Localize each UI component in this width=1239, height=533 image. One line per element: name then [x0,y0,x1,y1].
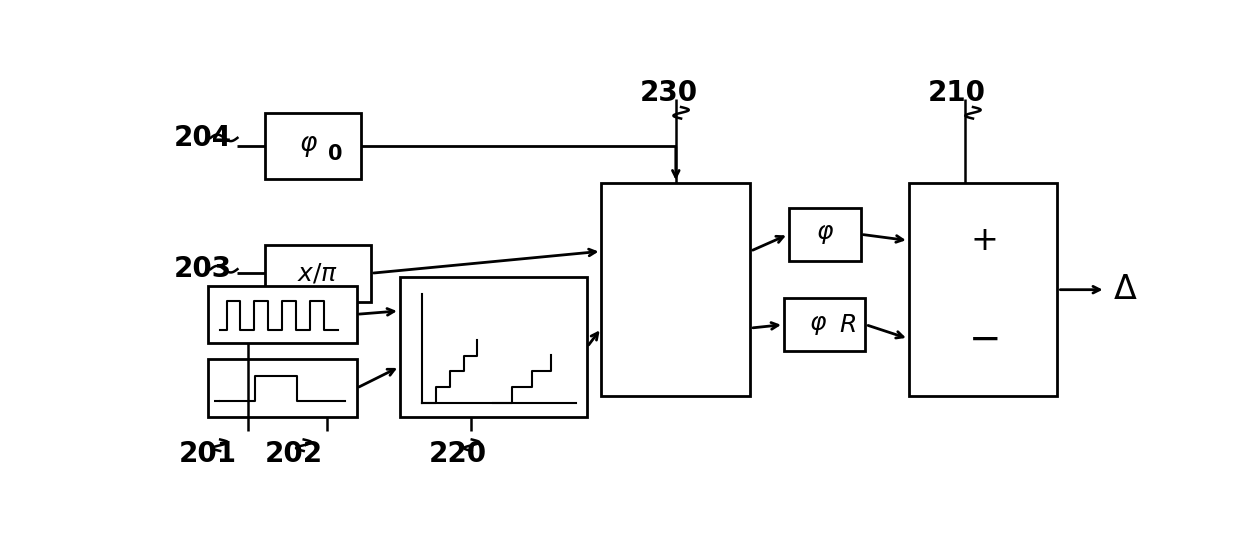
Text: 230: 230 [639,79,698,107]
Bar [908,183,1058,397]
Text: 201: 201 [178,440,237,468]
Bar [265,245,370,302]
Text: 210: 210 [928,79,986,107]
Text: 220: 220 [429,440,487,468]
Text: 202: 202 [265,440,323,468]
Bar [208,359,357,417]
Text: $+$: $+$ [970,224,996,257]
Bar [601,183,751,397]
Text: $\Delta$: $\Delta$ [1113,273,1137,306]
Text: 204: 204 [173,124,232,152]
Text: $-$: $-$ [968,320,999,358]
Text: $x/\pi$: $x/\pi$ [297,261,338,285]
Bar [789,207,861,261]
Text: $\varphi$: $\varphi$ [809,312,828,336]
Text: $R$: $R$ [839,312,856,336]
Text: 203: 203 [173,255,232,283]
Text: $\mathbf{0}$: $\mathbf{0}$ [327,144,342,164]
Text: $\varphi$: $\varphi$ [815,222,834,246]
Bar [208,286,357,343]
Bar [400,277,587,417]
Bar [784,298,865,351]
Bar [265,113,362,179]
Text: $\varphi$: $\varphi$ [299,133,318,159]
